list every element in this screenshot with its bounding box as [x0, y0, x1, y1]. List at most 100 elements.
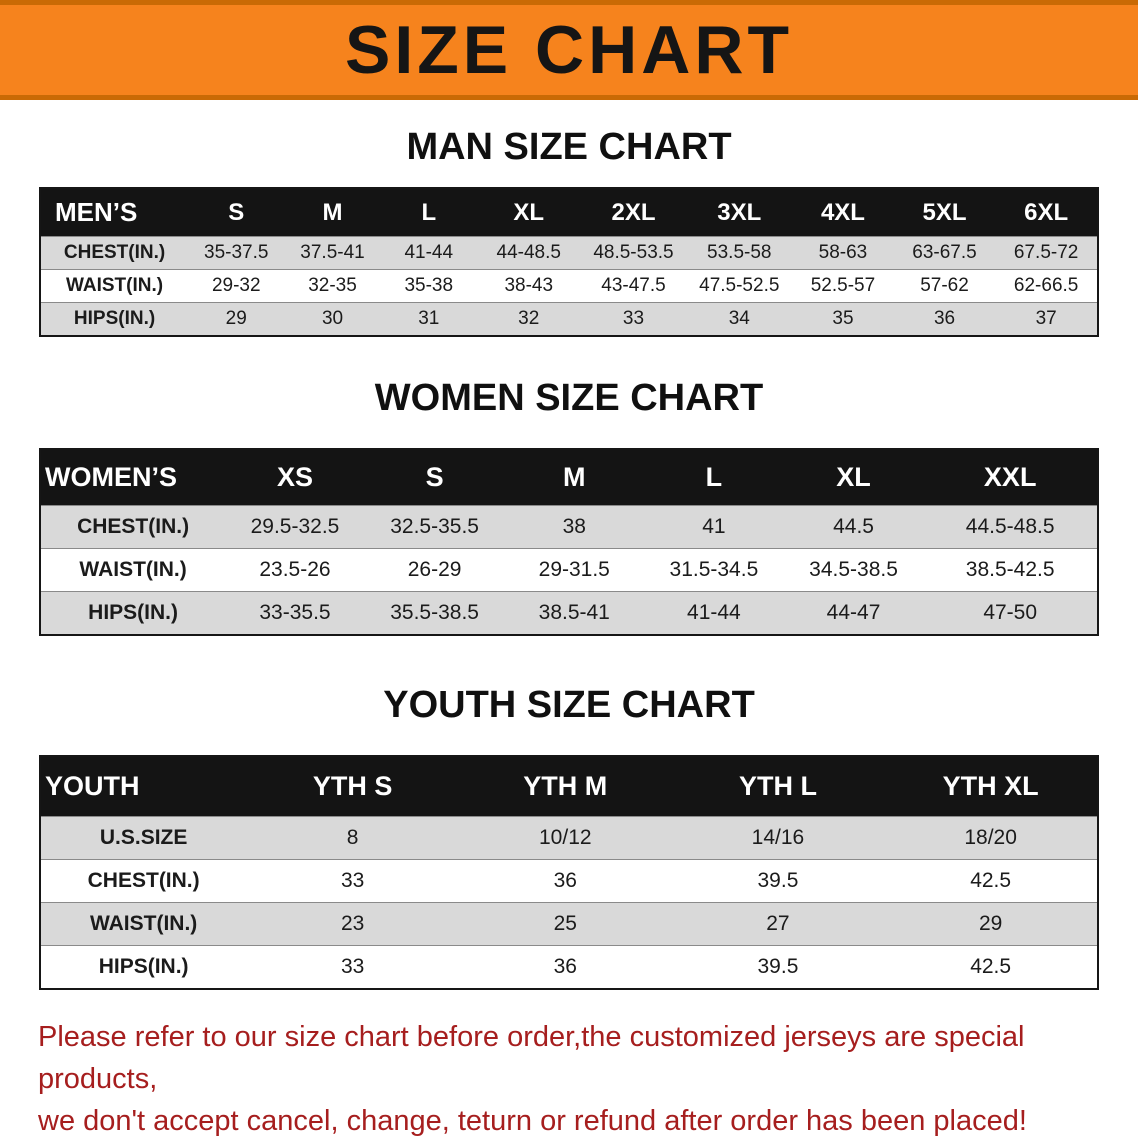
column-header: XXL [923, 449, 1098, 506]
row-label: HIPS(IN.) [40, 591, 226, 635]
row-label: HIPS(IN.) [40, 302, 189, 336]
table-cell: 44-48.5 [476, 236, 581, 270]
table-cell: 44.5 [783, 505, 924, 549]
table-title-cell: MEN’S [40, 188, 189, 237]
disclaimer-text: Please refer to our size chart before or… [38, 1016, 1106, 1142]
column-header: M [284, 188, 381, 237]
women-size-section: WOMEN SIZE CHART WOMEN’S XS S M L XL XXL CHEST(… [0, 377, 1138, 636]
column-header: XL [783, 449, 924, 506]
table-cell: 29 [884, 902, 1098, 946]
table-cell: 31.5-34.5 [644, 548, 784, 592]
table-cell: 33-35.5 [225, 591, 365, 635]
table-cell: 18/20 [884, 816, 1098, 860]
table-cell: 35-38 [380, 269, 477, 303]
table-cell: 62-66.5 [995, 269, 1098, 303]
table-cell: 23.5-26 [225, 548, 365, 592]
column-header: L [380, 188, 477, 237]
table-cell: 42.5 [884, 859, 1098, 903]
table-cell: 33 [246, 859, 459, 903]
table-title-cell: WOMEN’S [40, 449, 226, 506]
table-row: U.S.SIZE 8 10/12 14/16 18/20 [40, 816, 1098, 860]
table-cell: 38 [504, 505, 645, 549]
men-size-section: MAN SIZE CHART MEN’S S M L XL 2XL 3XL 4XL 5XL 6XL… [0, 126, 1138, 337]
column-header: 2XL [580, 188, 687, 237]
table-cell: 32 [476, 302, 581, 336]
table-cell: 43-47.5 [580, 269, 687, 303]
table-row: HIPS(IN.) 29 30 31 32 33 34 35 36 37 [40, 302, 1098, 336]
table-cell: 53.5-58 [686, 236, 793, 270]
column-header: 6XL [995, 188, 1098, 237]
row-label: WAIST(IN.) [40, 269, 189, 303]
row-label: CHEST(IN.) [40, 236, 189, 270]
column-header: S [188, 188, 285, 237]
column-header: 5XL [893, 188, 996, 237]
table-cell: 33 [246, 945, 459, 989]
table-cell: 63-67.5 [893, 236, 996, 270]
youth-size-table: YOUTH YTH S YTH M YTH L YTH XL U.S.SIZE 8 10/12… [39, 755, 1099, 990]
disclaimer-line-1: Please refer to our size chart before or… [38, 1021, 1025, 1096]
table-cell: 37 [995, 302, 1098, 336]
table-cell: 10/12 [458, 816, 672, 860]
table-cell: 31 [380, 302, 477, 336]
column-header: M [504, 449, 645, 506]
table-cell: 36 [458, 859, 672, 903]
row-label: CHEST(IN.) [40, 859, 247, 903]
table-cell: 14/16 [671, 816, 885, 860]
column-header: S [364, 449, 505, 506]
table-cell: 34.5-38.5 [783, 548, 924, 592]
table-cell: 8 [246, 816, 459, 860]
table-cell: 29-32 [188, 269, 285, 303]
women-size-table: WOMEN’S XS S M L XL XXL CHEST(IN.) 29.5-32.5 32.5… [39, 448, 1099, 636]
row-label: U.S.SIZE [40, 816, 247, 860]
table-header-row: WOMEN’S XS S M L XL XXL [40, 449, 1098, 506]
table-cell: 32.5-35.5 [364, 505, 505, 549]
column-header: XS [225, 449, 365, 506]
table-cell: 35 [792, 302, 894, 336]
table-cell: 38.5-41 [504, 591, 645, 635]
column-header: 4XL [792, 188, 894, 237]
table-cell: 41-44 [644, 591, 784, 635]
table-cell: 36 [458, 945, 672, 989]
disclaimer-line-2: we don't accept cancel, change, teturn o… [38, 1105, 1027, 1138]
table-cell: 42.5 [884, 945, 1098, 989]
row-label: WAIST(IN.) [40, 548, 226, 592]
table-cell: 30 [284, 302, 381, 336]
table-row: HIPS(IN.) 33-35.5 35.5-38.5 38.5-41 41-44 44-… [40, 591, 1098, 635]
row-label: WAIST(IN.) [40, 902, 247, 946]
women-section-heading: WOMEN SIZE CHART [374, 377, 764, 419]
table-cell: 29 [188, 302, 285, 336]
table-cell: 38.5-42.5 [923, 548, 1098, 592]
column-header: 3XL [686, 188, 793, 237]
column-header: YTH L [671, 756, 885, 817]
column-header: L [644, 449, 784, 506]
column-header: XL [476, 188, 581, 237]
table-cell: 57-62 [893, 269, 996, 303]
table-cell: 34 [686, 302, 793, 336]
table-row: WAIST(IN.) 29-32 32-35 35-38 38-43 43-47.5 47.… [40, 269, 1098, 303]
table-cell: 27 [671, 902, 885, 946]
table-cell: 47-50 [923, 591, 1098, 635]
table-cell: 26-29 [364, 548, 505, 592]
table-cell: 47.5-52.5 [686, 269, 793, 303]
row-label: CHEST(IN.) [40, 505, 226, 549]
table-title-cell: YOUTH [40, 756, 247, 817]
column-header: YTH XL [884, 756, 1098, 817]
table-cell: 33 [580, 302, 687, 336]
table-cell: 58-63 [792, 236, 894, 270]
table-cell: 32-35 [284, 269, 381, 303]
table-cell: 35.5-38.5 [364, 591, 505, 635]
table-cell: 38-43 [476, 269, 581, 303]
table-row: CHEST(IN.) 33 36 39.5 42.5 [40, 859, 1098, 903]
table-cell: 67.5-72 [995, 236, 1098, 270]
page-title: SIZE CHART [345, 12, 793, 88]
column-header: YTH M [458, 756, 672, 817]
table-cell: 44-47 [783, 591, 924, 635]
table-row: WAIST(IN.) 23 25 27 29 [40, 902, 1098, 946]
table-row: CHEST(IN.) 29.5-32.5 32.5-35.5 38 41 44.5 44.5… [40, 505, 1098, 549]
youth-section-heading: YOUTH SIZE CHART [383, 684, 755, 726]
table-cell: 44.5-48.5 [923, 505, 1098, 549]
men-size-table: MEN’S S M L XL 2XL 3XL 4XL 5XL 6XL CHEST(IN.) 35-37… [39, 187, 1099, 337]
table-row: HIPS(IN.) 33 36 39.5 42.5 [40, 945, 1098, 989]
size-chart-banner: SIZE CHART [0, 0, 1138, 100]
table-cell: 39.5 [671, 859, 885, 903]
